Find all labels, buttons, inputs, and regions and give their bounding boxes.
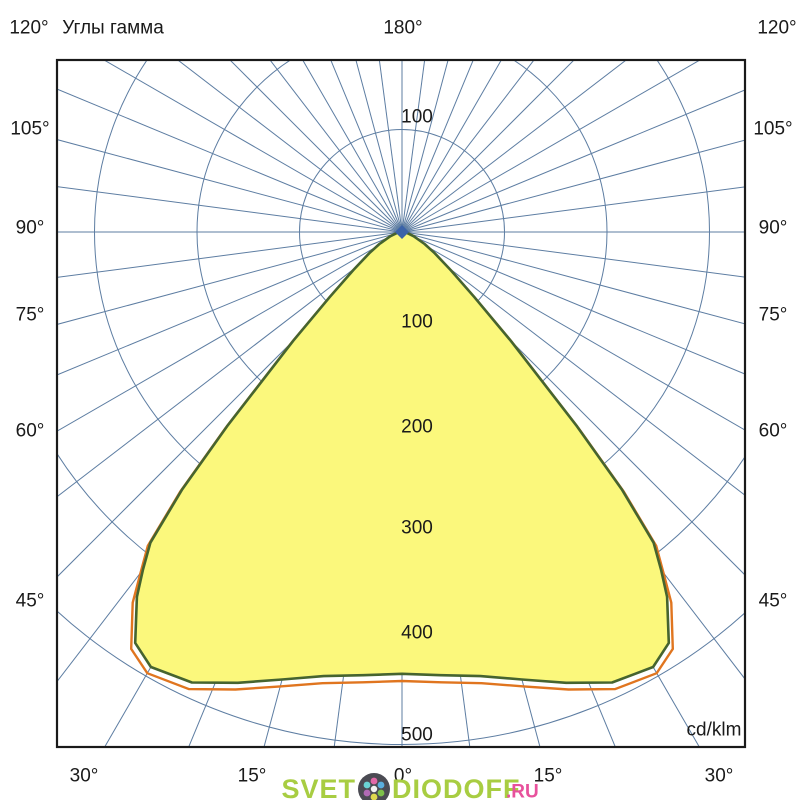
plot-border [55,58,747,749]
grid-radial-247.5 [57,88,403,233]
intensity-curves [129,230,675,691]
logo-dot [370,777,378,785]
radius-label-500: 500 [401,725,433,746]
angle-label-bottom-30r: 30° [705,766,734,787]
grid-radial-67.5 [401,231,745,375]
grid-radial-210 [302,60,403,233]
angle-label-top-left: 120° [9,18,48,39]
grid-radial-165 [401,60,449,233]
angle-label-left-45: 45° [16,591,45,612]
grid-radial-300 [57,231,403,432]
angle-label-bottom-15r: 15° [534,766,563,787]
grid-radial-97.5 [401,186,745,233]
grid-radial-105 [401,139,745,233]
grid-radial-195 [355,60,403,233]
grid-radial-277.5 [57,231,403,278]
grid-radial-82.5 [401,231,745,278]
grid-radial-127.5 [401,60,627,233]
grid-radial-232.5 [177,60,403,233]
radius-label-100-bottom: 100 [401,312,433,333]
radius-label-300: 300 [401,518,433,539]
units-label: cd/klm [687,720,742,741]
angle-label-left-105: 105° [10,119,49,140]
angle-label-top-right: 120° [757,18,796,39]
grid-radial-60 [401,231,745,431]
grid-radial-52.5 [401,231,745,496]
grid-radial-255 [57,139,403,233]
polar-center-marker [395,225,409,239]
logo-dot [363,789,371,797]
angle-label-top-center: 180° [383,18,422,39]
angle-label-left-90: 90° [16,218,45,239]
grid-radial-75 [401,231,745,325]
logo-dot [377,781,385,789]
grid-radial-262.5 [57,186,403,233]
logo-dot [370,793,378,800]
logo-dot [363,781,371,789]
grid-radial-292.5 [57,231,403,376]
grid-radial-142.5 [401,60,535,233]
watermark-text-ru: .RU [506,782,539,800]
angle-label-right-90: 90° [759,218,788,239]
angle-label-bottom-30l: 30° [70,766,99,787]
watermark-logo-icon [358,773,390,800]
grid-radial-112.5 [401,89,745,233]
grid-radial-225 [229,60,403,233]
grid-radial-202.5 [330,60,403,233]
grid-radial-307.5 [57,231,403,498]
angle-label-bottom-15l: 15° [238,766,267,787]
angle-label-right-45: 45° [759,591,788,612]
grid-radial-150 [401,60,502,233]
grid-radial-217.5 [269,60,403,233]
chart-title: Углы гамма [62,18,164,39]
grid-radial-187.5 [378,60,403,233]
watermark-text-svet: SVET [281,774,356,800]
radius-label-400: 400 [401,623,433,644]
watermark-text-diodoff: DIODOFF [392,774,521,800]
curve-c0-c180 [133,230,671,685]
watermark: SVET DIODOFF .RU [281,773,539,800]
grid-radial-135 [401,60,575,233]
grid-radial-285 [57,231,403,325]
logo-dot [377,789,385,797]
radius-label-200: 200 [401,417,433,438]
radius-label-100-top: 100 [401,107,433,128]
angle-label-right-60: 60° [759,421,788,442]
angle-label-left-60: 60° [16,421,45,442]
angle-label-right-105: 105° [753,119,792,140]
angle-label-right-75: 75° [759,305,788,326]
logo-dot [370,785,378,793]
grid-radial-120 [401,60,701,233]
grid-radial-172.5 [401,60,426,233]
angle-label-left-75: 75° [16,305,45,326]
grid-radial-240 [103,60,403,233]
grid-radial-157.5 [401,60,474,233]
angle-label-bottom-0: 0° [394,766,412,787]
